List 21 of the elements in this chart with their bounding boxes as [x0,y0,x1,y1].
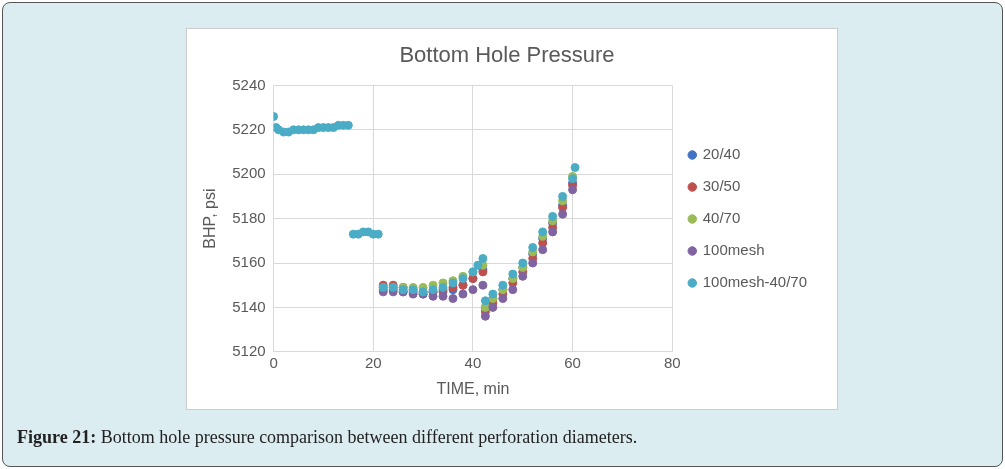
x-axis-title: TIME, min [436,379,510,397]
caption: Figure 21: Bottom hole pressure comparison between different perforation diameters. [17,427,638,448]
legend-label: 30/50 [702,177,741,195]
x-tick-label: 60 [564,353,581,371]
y-tick-label: 5220 [232,119,266,137]
legend-label: 40/70 [702,209,741,227]
legend-label: 100mesh [702,241,765,259]
x-tick-label: 80 [663,353,681,371]
x-tick-label: 0 [269,353,278,371]
y-tick-label: 5120 [232,341,266,359]
y-tick-label: 5140 [232,297,266,315]
y-axis-title: BHP, psi [201,188,219,249]
legend-label: 20/40 [702,145,741,163]
y-tick-label: 5200 [232,164,266,182]
chart-title: Bottom Hole Pressure [399,42,615,68]
y-tick-label: 5240 [232,75,266,93]
y-tick-label: 5160 [232,253,266,271]
x-tick-label: 40 [464,353,482,371]
x-tick-label: 20 [364,353,382,371]
legend-label: 100mesh-40/70 [702,273,808,291]
y-tick-label: 5180 [232,208,266,226]
